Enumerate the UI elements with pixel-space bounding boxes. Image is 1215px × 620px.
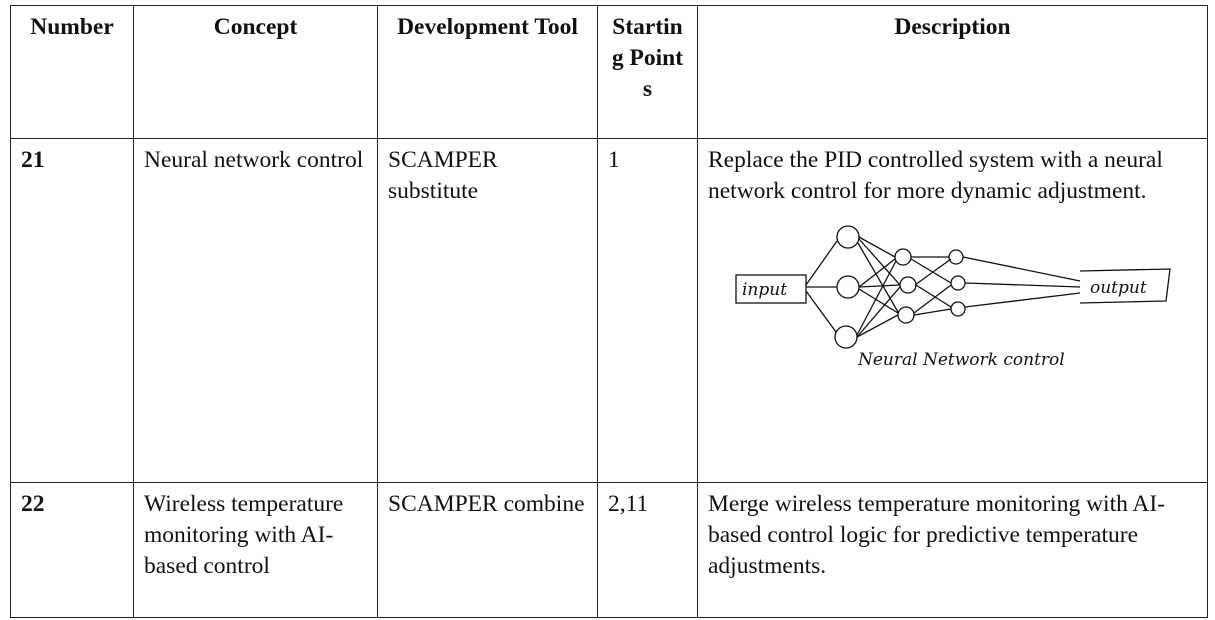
cell: Neural network control	[133, 138, 378, 483]
sketch-box	[1079, 268, 1171, 304]
cell: 21	[10, 138, 134, 483]
sketch-node	[836, 225, 860, 249]
cell: 22	[10, 482, 134, 618]
table-row: 21 Neural network control SCAMPER substi…	[10, 138, 1208, 483]
sketch-node	[897, 306, 915, 324]
cell: Wireless temperature monitoring with AI-…	[133, 482, 378, 618]
sketch-node	[899, 276, 917, 294]
header-row: Number Concept Development Tool Starting…	[10, 5, 1208, 139]
cell: SCAMPER substitute	[377, 138, 598, 483]
cell: Replace the PID controlled system with a…	[697, 138, 1208, 483]
header-cell: Starting Points	[597, 5, 698, 139]
sketch-box	[735, 274, 807, 304]
header-cell: Concept	[133, 5, 378, 139]
cell: 1	[597, 138, 698, 483]
sketch-output: output	[1090, 278, 1147, 298]
header-cell: Description	[697, 5, 1208, 139]
sketch-node	[836, 275, 860, 299]
sketch-edges	[805, 236, 1081, 338]
cell: SCAMPER combine	[377, 482, 598, 618]
sketch-node	[894, 248, 912, 266]
sketch-caption: Neural Network control	[857, 350, 1065, 370]
neural-network-sketch: input o	[735, 225, 1171, 370]
table-row: 22 Wireless temperature monitoring with …	[10, 482, 1208, 618]
header-cell: Development Tool	[377, 5, 598, 139]
sketch-node	[948, 249, 964, 265]
sketch-node	[834, 325, 858, 349]
sketch-node	[950, 275, 966, 291]
sketch-node	[950, 301, 966, 317]
concept-table: Number Concept Development Tool Starting…	[10, 5, 1208, 618]
cell: Merge wireless temperature monitoring wi…	[697, 482, 1208, 618]
description: Replace the PID controlled system with a…	[708, 147, 1163, 204]
sketch-input: input	[742, 280, 787, 300]
header-cell: Number	[10, 5, 134, 139]
cell: 2,11	[597, 482, 698, 618]
